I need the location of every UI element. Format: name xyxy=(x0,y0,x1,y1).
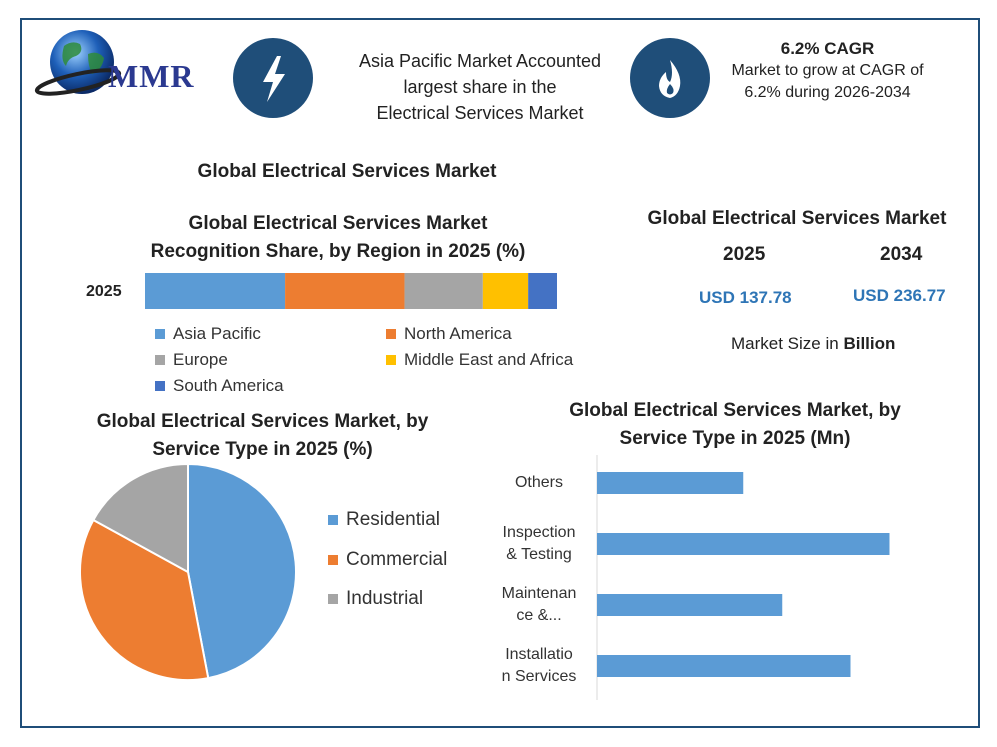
region-bar-segment-europe xyxy=(404,273,483,309)
region-highlight: Asia Pacific Market Accounted largest sh… xyxy=(330,48,630,126)
legend-asia-pacific-label: Asia Pacific xyxy=(173,324,261,343)
region-bar-category-label: 2025 xyxy=(86,283,122,300)
region-bar-segment-south-america xyxy=(528,273,557,309)
legend-south-america: South America xyxy=(155,376,284,396)
market-size-unit: Market Size in Billion xyxy=(731,334,895,354)
service-bar-label-line: n Services xyxy=(501,668,577,685)
globe-logo-icon xyxy=(34,30,122,96)
flame-icon xyxy=(630,38,710,118)
service-type-pie-chart xyxy=(79,462,297,681)
legend-industrial-swatch xyxy=(328,594,338,604)
service-bar-label-line: Others xyxy=(514,474,563,491)
cagr-title: 6.2% CAGR xyxy=(780,39,875,58)
brand-name: MMR xyxy=(108,58,195,94)
legend-middle-east-africa-swatch xyxy=(386,355,396,365)
service-bar-label-line: ce &... xyxy=(516,607,562,624)
legend-industrial-label: Industrial xyxy=(346,588,424,609)
legend-europe-swatch xyxy=(155,355,165,365)
pie-chart-title-line2: Service Type in 2025 (%) xyxy=(152,439,373,460)
year-2034-label: 2034 xyxy=(880,244,923,265)
region-chart-title-line1: Global Electrical Services Market xyxy=(188,213,488,234)
legend-north-america: North America xyxy=(386,324,512,344)
service-bar-maintenan-ce xyxy=(597,594,783,616)
cagr-line1: Market to grow at CAGR of xyxy=(731,62,924,79)
pie-chart-title-line1: Global Electrical Services Market, by xyxy=(96,411,429,432)
service-bar-label-line: Inspection xyxy=(502,524,576,541)
pie-slice-industrial xyxy=(92,462,189,574)
legend-south-america-swatch xyxy=(155,381,165,391)
pie-slice-residential xyxy=(187,462,297,680)
service-bar-installatio-n-services xyxy=(597,655,851,677)
legend-north-america-label: North America xyxy=(404,324,512,343)
pie-chart-title: Global Electrical Services Market, by Se… xyxy=(70,408,455,464)
legend-north-america-swatch xyxy=(386,329,396,339)
market-size-unit-bold: Billion xyxy=(843,334,896,353)
service-bar-label-inspection-testing: Inspection & Testing xyxy=(489,522,589,566)
legend-residential-label: Residential xyxy=(346,509,440,530)
region-chart-title-line2: Recognition Share, by Region in 2025 (%) xyxy=(150,241,526,262)
infographic-frame xyxy=(20,18,980,728)
legend-asia-pacific: Asia Pacific xyxy=(155,324,261,344)
service-bar-label-line: Installatio xyxy=(505,646,573,663)
service-type-bar-chart xyxy=(596,455,890,700)
region-highlight-line2: largest share in the xyxy=(403,77,557,97)
service-bar-others xyxy=(597,472,744,494)
legend-middle-east-africa: Middle East and Africa xyxy=(386,350,573,370)
service-bar-label-maintenan-ce: Maintenan ce &... xyxy=(489,583,589,627)
cagr-box: 6.2% CAGR Market to grow at CAGR of 6.2%… xyxy=(715,38,940,104)
market-size-2034-value: USD 236.77 xyxy=(853,286,946,305)
legend-residential: Residential xyxy=(328,509,440,531)
region-highlight-line1: Asia Pacific Market Accounted xyxy=(358,51,602,71)
region-bar-segment-middle-east-and-africa xyxy=(482,273,529,309)
cagr-line2: 6.2% during 2026-2034 xyxy=(744,84,911,101)
market-size-title: Global Electrical Services Market xyxy=(647,208,947,229)
market-size-2025-value: USD 137.78 xyxy=(699,288,792,307)
region-stacked-bar-chart xyxy=(145,273,557,309)
legend-europe-label: Europe xyxy=(173,350,228,369)
service-bar-chart-title-line2: Service Type in 2025 (Mn) xyxy=(619,428,851,449)
legend-europe: Europe xyxy=(155,350,228,370)
legend-commercial-label: Commercial xyxy=(346,549,448,570)
legend-asia-pacific-swatch xyxy=(155,329,165,339)
region-chart-title: Global Electrical Services Market Recogn… xyxy=(118,210,558,266)
main-title: Global Electrical Services Market xyxy=(197,161,497,182)
legend-commercial-swatch xyxy=(328,555,338,565)
year-2025-label: 2025 xyxy=(723,244,766,265)
service-bar-chart-title-line1: Global Electrical Services Market, by xyxy=(569,400,901,421)
legend-industrial: Industrial xyxy=(328,588,423,610)
service-bar-inspection-testing xyxy=(597,533,890,555)
legend-south-america-label: South America xyxy=(173,376,284,395)
service-bar-label-installatio-n-services: Installatio n Services xyxy=(489,644,589,688)
service-bar-label-line: & Testing xyxy=(506,546,572,563)
lightning-icon xyxy=(233,38,313,118)
service-bar-chart-title: Global Electrical Services Market, by Se… xyxy=(535,397,935,453)
region-bar-segment-asia-pacific xyxy=(145,273,286,309)
legend-residential-swatch xyxy=(328,515,338,525)
market-size-unit-prefix: Market Size in xyxy=(731,334,844,353)
legend-middle-east-africa-label: Middle East and Africa xyxy=(404,350,574,369)
pie-slice-commercial xyxy=(79,518,210,681)
region-bar-segment-north-america xyxy=(285,273,405,309)
legend-commercial: Commercial xyxy=(328,549,447,571)
service-bar-label-others: Others xyxy=(489,472,589,494)
region-highlight-line3: Electrical Services Market xyxy=(376,103,584,123)
service-bar-label-line: Maintenan xyxy=(501,585,577,602)
